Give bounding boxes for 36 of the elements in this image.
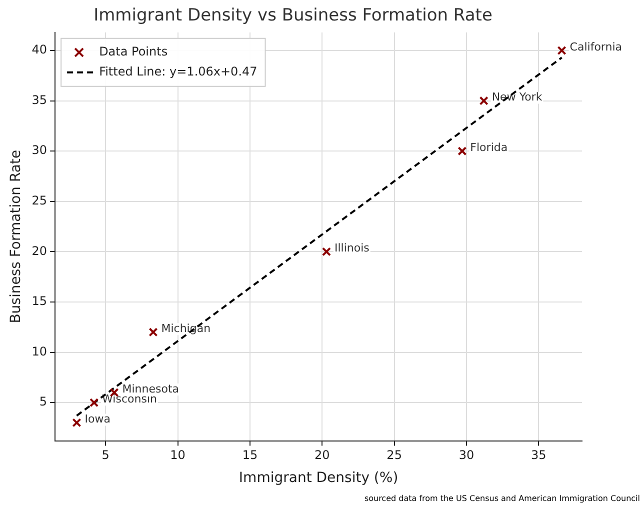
y-tick-label: 10 — [32, 344, 48, 358]
x-tick-label: 20 — [314, 448, 330, 462]
y-tick-label: 40 — [32, 42, 48, 57]
point — [90, 398, 99, 408]
y-tick-label: 5 — [39, 394, 48, 409]
x-axis-title: Immigrant Density (%) — [238, 470, 398, 486]
y-tick-label: 25 — [32, 194, 48, 208]
annotation: Florida — [470, 140, 508, 154]
x-tick-label: 30 — [458, 448, 474, 462]
x-tick-label: 15 — [242, 448, 258, 462]
x-tick-label: 5 — [102, 448, 110, 462]
annotation: California — [570, 40, 622, 54]
point — [458, 146, 467, 156]
y-tick-label: 35 — [32, 92, 48, 107]
y-tick-label: 15 — [32, 294, 48, 308]
legend-label: Data Points — [99, 44, 168, 59]
y-tick-label: 30 — [32, 143, 48, 158]
annotation: Iowa — [84, 412, 110, 426]
annotation: Wisconsin — [102, 392, 158, 406]
annotation: Illinois — [334, 242, 370, 255]
x-tick-label: 10 — [170, 448, 186, 462]
y-axis-title: Business Formation Rate — [8, 150, 24, 324]
annotation: New York — [492, 90, 543, 104]
point — [479, 96, 488, 106]
point — [72, 418, 82, 428]
x-tick-label: 35 — [531, 448, 546, 462]
text: sourced data from the US Census and American Immigration Council — [364, 494, 640, 504]
point — [322, 247, 332, 256]
annotation: Minnesota — [122, 382, 180, 396]
point — [148, 328, 158, 337]
chart-title: Immigrant Density vs Business Formation Rate — [94, 6, 492, 26]
legend-label: Fitted Line: y=1.06x+0.47 — [99, 64, 258, 79]
annotation: Michigan — [161, 322, 211, 336]
y-tick-label: 20 — [32, 244, 48, 258]
point — [557, 46, 566, 56]
x-tick-label: 25 — [386, 448, 402, 462]
